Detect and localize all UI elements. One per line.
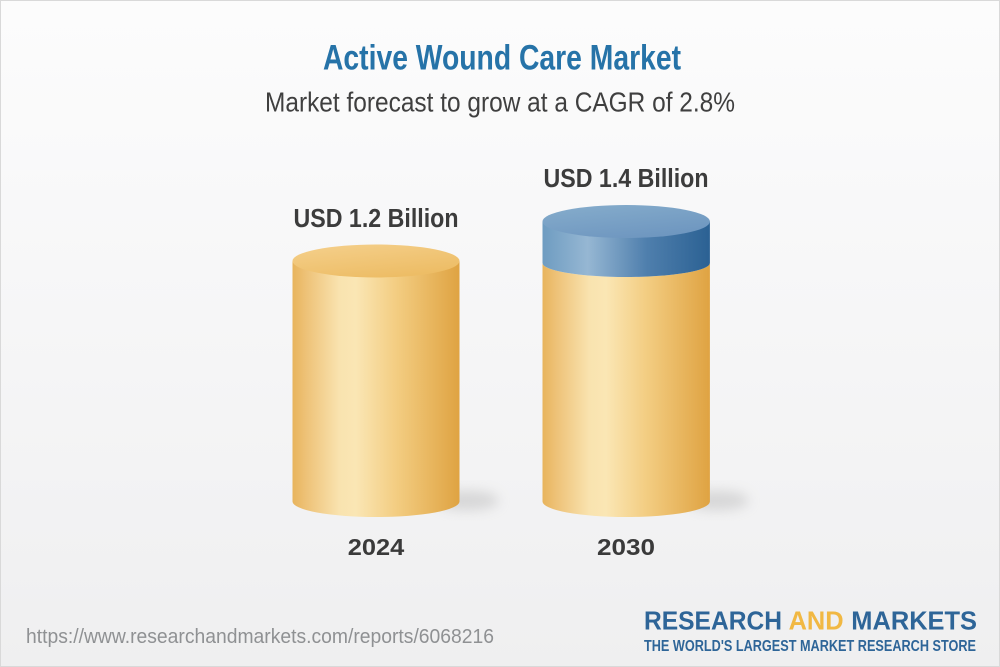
svg-text:RESEARCH: RESEARCH [644, 607, 782, 635]
svg-text:USD 1.4 Billion: USD 1.4 Billion [544, 165, 709, 193]
svg-text:MARKETS: MARKETS [851, 607, 977, 635]
svg-text:2024: 2024 [348, 534, 405, 560]
svg-text:AND: AND [789, 607, 844, 635]
svg-text:Market forecast to grow at a C: Market forecast to grow at a CAGR of 2.8… [265, 87, 735, 118]
svg-text:https://www.researchandmarkets: https://www.researchandmarkets.com/repor… [26, 626, 494, 648]
svg-text:Active Wound Care Market: Active Wound Care Market [323, 39, 681, 78]
svg-text:THE WORLD'S LARGEST MARKET RES: THE WORLD'S LARGEST MARKET RESEARCH STOR… [644, 638, 976, 655]
svg-text:2030: 2030 [597, 534, 655, 560]
svg-text:USD 1.2 Billion: USD 1.2 Billion [294, 205, 459, 233]
